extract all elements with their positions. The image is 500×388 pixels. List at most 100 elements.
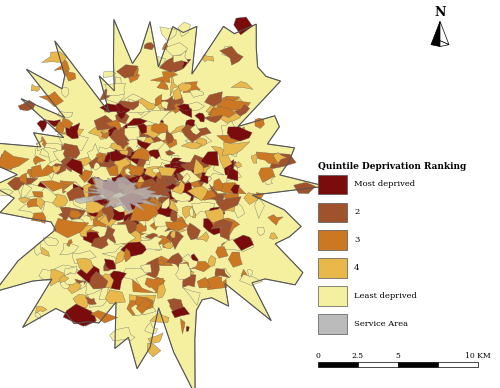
Polygon shape [79, 170, 93, 182]
Polygon shape [99, 283, 108, 300]
Polygon shape [75, 279, 86, 289]
Polygon shape [91, 234, 110, 249]
Polygon shape [233, 235, 254, 251]
Polygon shape [181, 168, 199, 175]
Polygon shape [134, 176, 156, 197]
Polygon shape [134, 185, 145, 195]
Polygon shape [100, 89, 112, 100]
Polygon shape [180, 319, 185, 334]
Bar [398, 362, 438, 367]
Polygon shape [182, 142, 202, 149]
Polygon shape [104, 71, 116, 78]
Polygon shape [194, 159, 203, 175]
Polygon shape [183, 81, 200, 93]
Polygon shape [116, 146, 144, 160]
Polygon shape [206, 206, 225, 215]
Polygon shape [177, 104, 190, 110]
Polygon shape [161, 184, 175, 191]
Polygon shape [18, 197, 30, 203]
Polygon shape [116, 219, 136, 237]
Polygon shape [0, 150, 29, 170]
Polygon shape [216, 97, 224, 105]
Polygon shape [431, 21, 440, 45]
Polygon shape [166, 231, 184, 249]
Polygon shape [118, 183, 127, 189]
Polygon shape [173, 87, 182, 100]
Text: Quintile Deprivation Ranking: Quintile Deprivation Ranking [318, 162, 466, 171]
Polygon shape [140, 111, 170, 125]
Polygon shape [130, 147, 150, 161]
Polygon shape [134, 151, 144, 156]
Polygon shape [161, 101, 168, 109]
Polygon shape [132, 271, 165, 293]
Polygon shape [102, 183, 118, 202]
Polygon shape [128, 200, 144, 207]
Polygon shape [255, 118, 264, 128]
Polygon shape [98, 274, 114, 288]
Polygon shape [34, 156, 46, 165]
Polygon shape [66, 159, 83, 175]
Polygon shape [102, 127, 116, 137]
Polygon shape [88, 185, 102, 199]
Polygon shape [42, 52, 67, 63]
Polygon shape [240, 274, 262, 286]
Polygon shape [94, 149, 108, 159]
Polygon shape [220, 46, 243, 65]
Polygon shape [125, 220, 146, 233]
Polygon shape [180, 170, 201, 183]
Polygon shape [164, 163, 178, 173]
Polygon shape [204, 158, 224, 177]
Polygon shape [134, 169, 144, 176]
Polygon shape [258, 168, 275, 182]
Polygon shape [112, 174, 124, 181]
Polygon shape [99, 211, 124, 227]
Polygon shape [142, 198, 152, 207]
Polygon shape [158, 56, 166, 66]
Polygon shape [174, 162, 186, 168]
Polygon shape [157, 119, 164, 130]
Polygon shape [270, 153, 296, 169]
Polygon shape [104, 83, 126, 96]
Polygon shape [187, 102, 204, 111]
Polygon shape [116, 162, 134, 178]
Polygon shape [132, 137, 154, 146]
Polygon shape [104, 152, 111, 162]
Polygon shape [136, 296, 153, 311]
Polygon shape [100, 203, 116, 222]
Text: 4: 4 [354, 264, 360, 272]
Polygon shape [178, 22, 190, 36]
Polygon shape [116, 65, 138, 78]
Polygon shape [120, 163, 130, 175]
Polygon shape [130, 144, 144, 153]
Polygon shape [126, 147, 144, 165]
Polygon shape [91, 310, 118, 323]
Bar [318, 230, 346, 250]
Polygon shape [138, 175, 162, 189]
Text: N: N [434, 6, 446, 19]
Polygon shape [129, 170, 147, 183]
Polygon shape [41, 181, 68, 191]
Polygon shape [145, 233, 158, 239]
Polygon shape [168, 126, 197, 135]
Polygon shape [76, 258, 94, 274]
Polygon shape [40, 167, 54, 179]
Polygon shape [100, 132, 110, 138]
Polygon shape [37, 120, 47, 132]
Polygon shape [431, 41, 440, 47]
Polygon shape [146, 189, 152, 196]
Polygon shape [88, 206, 104, 220]
Polygon shape [121, 268, 148, 285]
Polygon shape [128, 185, 150, 199]
Polygon shape [114, 251, 126, 265]
Polygon shape [72, 251, 96, 264]
Text: 2.5: 2.5 [352, 352, 364, 360]
Polygon shape [254, 198, 264, 218]
Polygon shape [145, 174, 156, 185]
Polygon shape [166, 150, 175, 156]
Polygon shape [53, 218, 88, 238]
Polygon shape [218, 96, 240, 110]
Polygon shape [156, 185, 168, 199]
Polygon shape [58, 134, 88, 151]
Polygon shape [189, 207, 194, 217]
Polygon shape [152, 179, 166, 188]
